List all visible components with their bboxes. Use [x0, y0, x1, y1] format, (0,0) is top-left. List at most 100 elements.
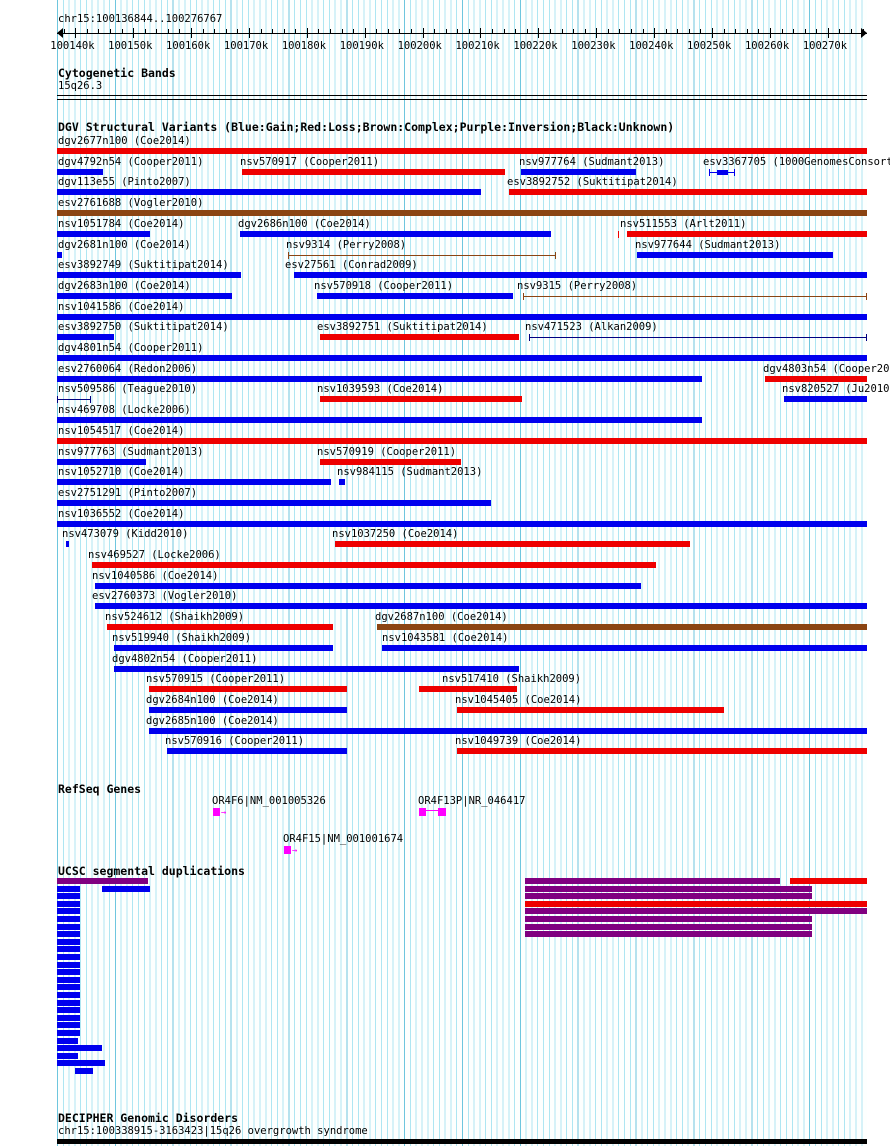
dgv-variant-bar[interactable] — [57, 292, 232, 299]
dgv-variant-bar[interactable] — [627, 230, 867, 237]
dgv-variant-bar[interactable] — [457, 748, 867, 755]
dgv-variant-label[interactable]: esv27561 (Conrad2009) — [285, 259, 418, 272]
dgv-variant-label[interactable]: esv2761688 (Vogler2010) — [58, 197, 204, 210]
dgv-variant-bar[interactable] — [57, 355, 867, 361]
dgv-variant-label[interactable]: nsv1051784 (Coe2014) — [58, 217, 185, 230]
dgv-variant-label[interactable]: nsv1054517 (Coe2014) — [58, 424, 185, 437]
segdup-bar[interactable] — [57, 923, 80, 930]
dgv-variant-bar[interactable] — [149, 686, 347, 693]
dgv-variant-line[interactable] — [523, 295, 867, 297]
segdup-bar[interactable] — [57, 969, 80, 976]
dgv-variant-label[interactable]: nsv1052710 (Coe2014) — [58, 466, 185, 479]
dgv-variant-bar[interactable] — [57, 272, 241, 279]
segdup-bar[interactable] — [57, 1022, 80, 1029]
segdup-bar[interactable] — [57, 999, 80, 1006]
dgv-variant-label[interactable]: dgv2687n100 (Coe2014) — [375, 611, 508, 624]
dgv-variant-bar[interactable] — [784, 396, 867, 403]
dgv-variant-bar[interactable] — [765, 375, 867, 382]
dgv-variant-bar[interactable] — [317, 292, 513, 299]
dgv-variant-bar[interactable] — [57, 230, 150, 237]
segdup-bar[interactable] — [525, 893, 812, 900]
segdup-bar[interactable] — [57, 931, 80, 938]
dgv-variant-bar[interactable] — [114, 665, 519, 672]
segdup-bar[interactable] — [57, 992, 80, 998]
dgv-variant-label[interactable]: esv2751291 (Pinto2007) — [58, 486, 198, 499]
dgv-variant-label[interactable]: nsv471523 (Alkan2009) — [525, 321, 658, 334]
dgv-variant-label[interactable]: nsv1043581 (Coe2014) — [382, 631, 509, 644]
dgv-variant-label[interactable]: nsv1036552 (Coe2014) — [58, 507, 185, 520]
dgv-variant-bar[interactable] — [57, 458, 146, 465]
dgv-variant-bar[interactable] — [457, 706, 724, 713]
dgv-variant-label[interactable]: dgv4792n54 (Cooper2011) — [58, 155, 204, 168]
dgv-variant-label[interactable]: nsv570916 (Cooper2011) — [165, 735, 305, 748]
dgv-variant-label[interactable]: esv3367705 (1000GenomesConsorti — [703, 155, 890, 168]
dgv-variant-bar[interactable] — [149, 727, 867, 734]
dgv-variant-bar[interactable] — [242, 168, 505, 175]
segdup-bar[interactable] — [57, 885, 80, 892]
dgv-variant-bar[interactable] — [509, 189, 867, 196]
segdup-bar[interactable] — [525, 916, 812, 922]
dgv-variant-label[interactable]: nsv1039593 (Coe2014) — [317, 383, 444, 396]
segdup-bar[interactable] — [57, 878, 148, 884]
dgv-variant-label[interactable]: dgv113e55 (Pinto2007) — [58, 176, 191, 189]
dgv-variant-bar[interactable] — [92, 562, 656, 568]
dgv-variant-label[interactable]: nsv519940 (Shaikh2009) — [112, 631, 252, 644]
dgv-variant-bar[interactable] — [57, 313, 867, 320]
coordinate-ruler[interactable]: 100140k 100150k 100160k 100170k 100180k 10019… — [50, 28, 867, 52]
dgv-variant-label[interactable]: esv3892750 (Suktitipat2014) — [58, 321, 229, 334]
dgv-variant-bar[interactable] — [320, 334, 519, 341]
dgv-variant-bar[interactable] — [95, 582, 641, 589]
segdup-bar[interactable] — [525, 900, 867, 907]
dgv-variant-label[interactable]: nsv570918 (Cooper2011) — [314, 279, 454, 292]
segdup-bar[interactable] — [57, 1045, 102, 1052]
segdup-bar[interactable] — [57, 908, 80, 915]
segdup-bar[interactable] — [57, 1052, 78, 1059]
segdup-bar[interactable] — [57, 961, 80, 968]
segdup-bar[interactable] — [57, 938, 80, 945]
dgv-variant-bar[interactable] — [57, 520, 867, 527]
dgv-variant-bar[interactable] — [57, 499, 491, 506]
dgv-variant-bar[interactable] — [167, 748, 347, 755]
dgv-variant-label[interactable]: nsv1040586 (Coe2014) — [92, 569, 219, 582]
segdup-bar[interactable] — [57, 1007, 80, 1014]
dgv-variant-bar[interactable] — [57, 334, 114, 341]
dgv-variant-bar[interactable] — [57, 168, 103, 175]
dgv-variant-label[interactable]: nsv977763 (Sudmant2013) — [58, 445, 204, 458]
dgv-variant-bar[interactable] — [320, 458, 461, 465]
dgv-variant-bar[interactable] — [57, 251, 62, 258]
dgv-variant-bar[interactable] — [57, 148, 867, 154]
dgv-variant-line[interactable] — [57, 399, 91, 401]
segdup-bar[interactable] — [57, 916, 80, 922]
dgv-variant-bar[interactable] — [320, 396, 522, 403]
dgv-variant-label[interactable]: dgv2684n100 (Coe2014) — [146, 693, 279, 706]
dgv-variant-label[interactable]: dgv2677n100 (Coe2014) — [58, 135, 191, 147]
dgv-variant-label[interactable]: nsv9314 (Perry2008) — [286, 238, 407, 251]
dgv-variant-label[interactable]: nsv1037250 (Coe2014) — [332, 528, 459, 541]
segdup-bar[interactable] — [790, 878, 867, 884]
refseq-gene-label[interactable]: OR4F13P|NR_046417 — [418, 795, 526, 807]
dgv-variant-label[interactable]: esv3892749 (Suktitipat2014) — [58, 259, 229, 272]
dgv-variant-label[interactable]: nsv9315 (Perry2008) — [517, 279, 638, 292]
segdup-bar[interactable] — [525, 908, 867, 915]
segdup-bar[interactable] — [57, 1037, 78, 1044]
dgv-variant-label[interactable]: nsv570919 (Cooper2011) — [317, 445, 457, 458]
refseq-gene-label[interactable]: OR4F6|NM_001005326 — [212, 795, 326, 807]
dgv-variant-label[interactable]: nsv820527 (Ju2010) — [782, 383, 890, 396]
dgv-variant-label[interactable]: nsv511553 (Arlt2011) — [620, 217, 747, 230]
dgv-variant-label[interactable]: nsv509586 (Teague2010) — [58, 383, 198, 396]
dgv-variant-bar[interactable] — [66, 541, 69, 548]
refseq-gene-label[interactable]: OR4F15|NM_001001674 — [283, 833, 404, 845]
dgv-variant-bar[interactable] — [57, 375, 702, 382]
dgv-variant-bar[interactable] — [107, 624, 333, 631]
dgv-variant-bar[interactable] — [149, 706, 347, 713]
dgv-variant-label[interactable]: nsv977764 (Sudmant2013) — [519, 155, 665, 168]
segdup-bar[interactable] — [57, 976, 80, 983]
dgv-variant-bar[interactable] — [335, 541, 690, 548]
dgv-variant-label[interactable]: nsv469708 (Locke2006) — [58, 404, 191, 417]
dgv-variant-bar[interactable] — [57, 210, 867, 217]
dgv-variant-label[interactable]: dgv4803n54 (Cooper201 — [763, 362, 890, 375]
dgv-variant-label[interactable]: nsv1045405 (Coe2014) — [455, 693, 582, 706]
dgv-variant-bar[interactable] — [95, 603, 867, 610]
segdup-bar[interactable] — [57, 954, 80, 960]
dgv-variant-label[interactable]: esv3892752 (Suktitipat2014) — [507, 176, 678, 189]
